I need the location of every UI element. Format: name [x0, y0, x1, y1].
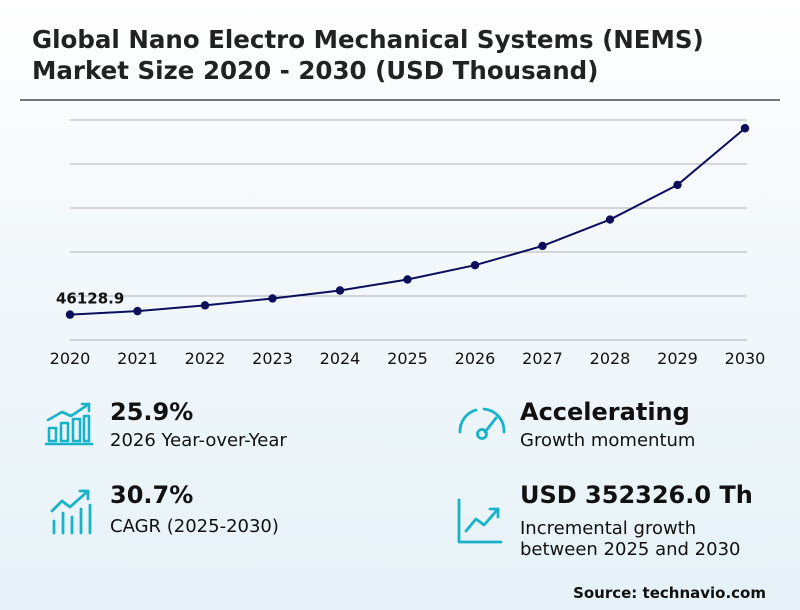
- x-tick-label: 2022: [185, 349, 226, 368]
- stat-value: USD 352326.0 Th: [520, 481, 753, 509]
- data-point: [403, 275, 412, 284]
- stat-desc: CAGR (2025-2030): [110, 516, 279, 537]
- data-points: [65, 124, 750, 319]
- x-tick-label: 2030: [725, 349, 766, 368]
- data-point: [538, 241, 547, 251]
- stat-value: 30.7%: [110, 481, 194, 509]
- series-line: [69, 127, 746, 316]
- data-point: [133, 306, 142, 316]
- x-tick-label: 2028: [590, 349, 631, 368]
- stat-value: 25.9%: [110, 398, 194, 426]
- chart-title: Global Nano Electro Mechanical Systems (…: [32, 24, 800, 86]
- x-tick-label: 2025: [387, 349, 428, 368]
- line-chart: 2020 2021 2022 2023 2024 2025 2026 2027 2028 2029…: [50, 119, 766, 368]
- title-line-1: Global Nano Electro Mechanical Systems (…: [32, 25, 704, 54]
- x-tick-label: 2023: [252, 349, 293, 368]
- data-point: [268, 294, 277, 303]
- x-tick-label: 2021: [117, 349, 158, 368]
- data-labels: 46128.9: [56, 290, 124, 308]
- source-credit: Source: technavio.com: [573, 584, 766, 602]
- gridlines: [70, 119, 747, 341]
- data-point: [673, 180, 682, 190]
- trend-bars-icon: [50, 489, 92, 535]
- x-tick-label: 2027: [522, 349, 563, 368]
- data-point: [470, 261, 480, 270]
- data-point: [65, 310, 75, 319]
- data-point: [740, 124, 750, 133]
- x-tick-label: 2020: [50, 349, 91, 368]
- data-point: [335, 286, 345, 295]
- stat-desc: Growth momentum: [520, 430, 696, 451]
- data-point: [605, 215, 615, 224]
- x-tick-label: 2024: [320, 349, 361, 368]
- title-line-2: Market Size 2020 - 2030 (USD Thousand): [32, 56, 599, 85]
- stat-desc-line-2: between 2025 and 2030: [520, 539, 741, 560]
- bar-chart-growth-icon: [44, 402, 94, 446]
- x-tick-label: 2026: [455, 349, 496, 368]
- stat-desc: Incremental growth: [520, 518, 697, 539]
- title-divider: [20, 99, 780, 101]
- x-axis: 2020 2021 2022 2023 2024 2025 2026 2027 2028 2029…: [50, 349, 766, 368]
- data-label: 46128.9: [56, 290, 124, 308]
- stat-value: Accelerating: [520, 398, 690, 426]
- data-point: [200, 301, 210, 310]
- stat-desc: 2026 Year-over-Year: [110, 430, 287, 451]
- x-tick-label: 2029: [657, 349, 698, 368]
- speedometer-icon: [458, 407, 506, 440]
- line-chart-box-icon: [457, 498, 503, 544]
